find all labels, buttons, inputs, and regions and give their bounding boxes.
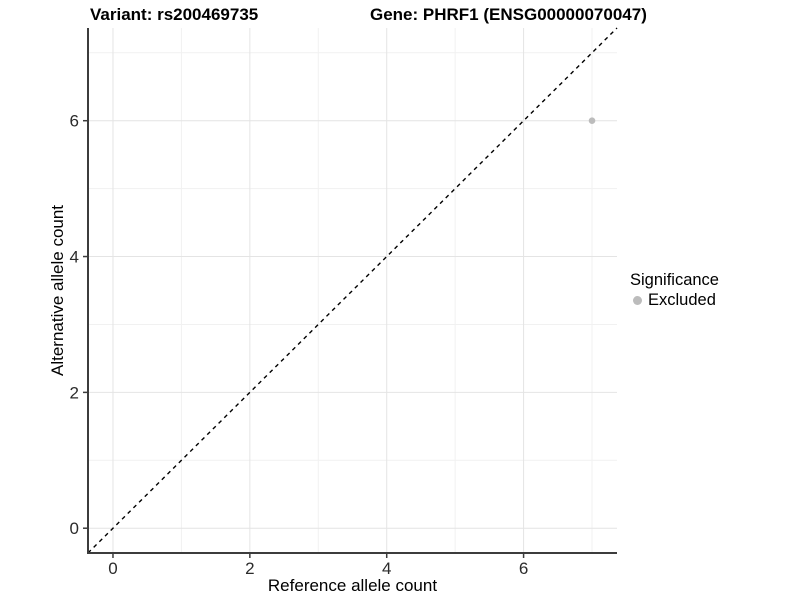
y-tick-label: 4 [70,248,79,267]
y-tick-label: 0 [70,519,79,538]
x-tick-label: 4 [382,559,391,578]
legend: Significance Excluded [630,271,719,310]
identity-dashed-line [87,27,618,554]
scatter-point [588,117,596,125]
legend-dot-icon [633,296,642,305]
plot-title-variant: Variant: rs200469735 [90,5,259,24]
x-tick-label: 2 [245,559,254,578]
legend-item-excluded: Excluded [633,291,719,310]
y-tick-label: 6 [70,112,79,131]
y-axis-title: Alternative allele count [48,205,67,376]
legend-item-label: Excluded [648,291,716,309]
x-tick-label: 0 [108,559,117,578]
y-tick-label: 2 [70,383,79,402]
x-axis-title: Reference allele count [268,576,437,595]
x-tick-label: 6 [519,559,528,578]
plot-title-gene: Gene: PHRF1 (ENSG00000070047) [370,5,647,24]
legend-title: Significance [630,271,719,289]
